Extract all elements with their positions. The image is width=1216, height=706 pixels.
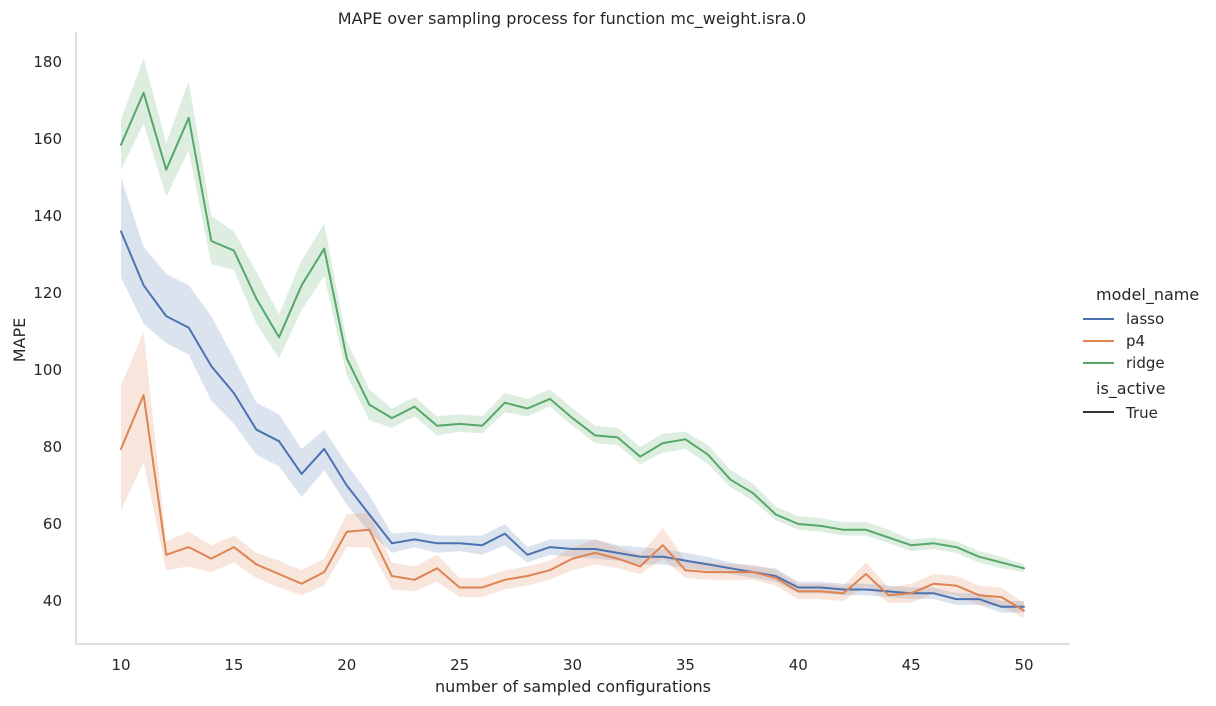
legend-style-label: True: [1125, 404, 1158, 422]
y-tick-label: 180: [33, 53, 62, 71]
x-tick-label: 20: [337, 656, 356, 674]
legend-entries: lasso p4 ridge: [1083, 310, 1165, 372]
confidence-bands: [121, 58, 1024, 619]
legend-label-lasso: lasso: [1126, 310, 1164, 328]
legend-label-p4: p4: [1126, 332, 1145, 350]
band-ridge: [121, 58, 1024, 573]
line-p4: [120, 394, 1025, 612]
band-p4: [121, 331, 1024, 619]
x-axis-label: number of sampled configurations: [435, 677, 711, 696]
y-axis-label: MAPE: [10, 318, 29, 363]
y-tick-label: 100: [33, 361, 62, 379]
legend: model_name lasso p4 ridge is_active True: [1083, 285, 1199, 422]
y-tick-label: 60: [43, 515, 62, 533]
x-tick-label: 30: [563, 656, 582, 674]
band-lasso: [121, 177, 1024, 613]
y-tick-label: 160: [33, 130, 62, 148]
legend-style-title: is_active: [1096, 379, 1165, 399]
x-tick-label: 35: [676, 656, 695, 674]
x-tick-label: 45: [902, 656, 921, 674]
y-tick-label: 140: [33, 207, 62, 225]
x-tick-labels: 10 15 20 25 30 35 40 45 50: [111, 656, 1033, 674]
y-tick-label: 120: [33, 284, 62, 302]
legend-hue-title: model_name: [1096, 285, 1199, 305]
x-tick-label: 15: [224, 656, 243, 674]
line-ridge: [120, 91, 1025, 570]
legend-label-ridge: ridge: [1126, 354, 1165, 372]
series-lines: [120, 91, 1025, 612]
x-tick-label: 10: [111, 656, 130, 674]
y-tick-label: 40: [43, 592, 62, 610]
line-lasso: [120, 230, 1025, 608]
x-tick-label: 40: [789, 656, 808, 674]
y-tick-label: 80: [43, 438, 62, 456]
y-tick-labels: 40 60 80 100 120 140 160 180: [33, 53, 62, 610]
x-tick-label: 25: [450, 656, 469, 674]
chart-title: MAPE over sampling process for function …: [338, 9, 806, 29]
x-tick-label: 50: [1014, 656, 1033, 674]
